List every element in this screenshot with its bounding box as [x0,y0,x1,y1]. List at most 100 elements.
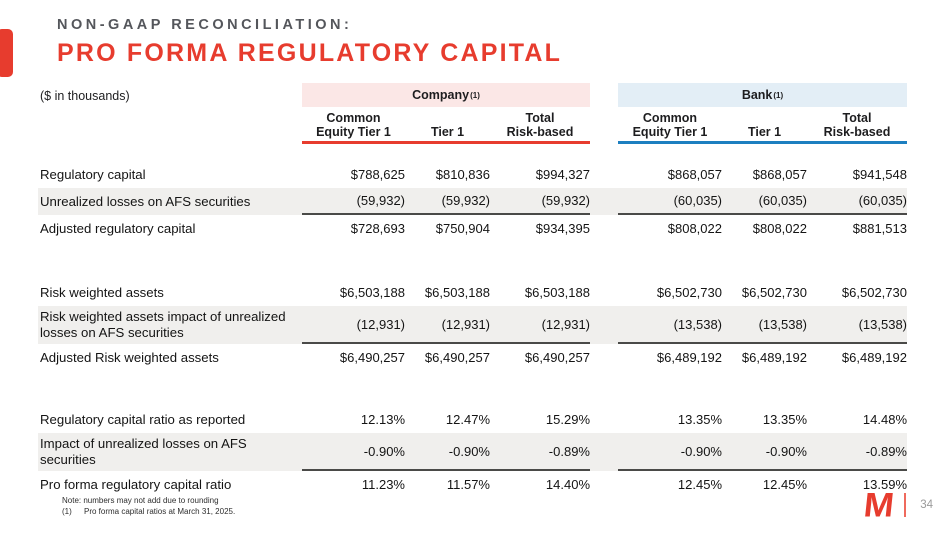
value-cell: $6,489,192 [741,350,807,365]
value-cell: $6,503,188 [339,285,405,300]
footnote-1: (1) Pro forma capital ratios at March 31,… [62,507,235,517]
value-cell: $6,489,192 [841,350,907,365]
value-cell: (60,035) [807,188,907,215]
value-cell: $6,502,730 [841,285,907,300]
col-header-company-tier1: Tier 1 [405,109,490,144]
brand-divider [904,493,907,517]
footnotes: Note: numbers may not add due to roundin… [62,496,235,517]
brand-block: M 34 [862,485,933,524]
value-cell: -0.90% [618,433,722,471]
section-spacer [38,242,907,279]
value-cell: (13,538) [807,306,907,344]
value-cell: 12.13% [360,412,405,427]
col-header-company-total: Total Risk-based [490,109,590,144]
table-row: Risk weighted assets impact of unrealize… [38,306,907,344]
row-label: Unrealized losses on AFS securities [40,193,251,209]
row-label: Adjusted regulatory capital [40,220,196,236]
section-spacer [38,371,907,406]
value-cell: 14.48% [862,412,907,427]
footnote-1-marker: (1) [62,507,72,516]
value-cell: (13,538) [722,306,807,344]
value-cell: $6,502,730 [656,285,722,300]
value-cell: $6,490,257 [424,350,490,365]
value-cell: $881,513 [852,221,907,236]
row-label: Regulatory capital ratio as reported [40,411,246,427]
column-header-row: Common Equity Tier 1 Tier 1 Total Risk-b… [38,109,907,144]
row-label: Impact of unrealized losses on AFS secur… [40,436,247,467]
title-block: NON-GAAP RECONCILIATION: PRO FORMA REGUL… [57,17,562,68]
value-cell: (60,035) [722,188,807,215]
value-cell: $6,490,257 [339,350,405,365]
value-cell: $6,490,257 [524,350,590,365]
value-cell: $994,327 [535,167,590,182]
bank-group-label: Bank [741,88,773,102]
table-row: Regulatory capital $788,625 $810,836 $99… [38,161,907,188]
page-title: PRO FORMA REGULATORY CAPITAL [57,39,563,67]
value-cell: (12,931) [405,306,490,344]
value-cell: $808,022 [667,221,722,236]
value-cell: $934,395 [535,221,590,236]
table-row: Regulatory capital ratio as reported 12.… [38,406,907,433]
bank-footnote-ref: (1) [773,90,784,100]
value-cell: (60,035) [618,188,722,215]
value-cell: -0.90% [722,433,807,471]
table-row: Adjusted regulatory capital $728,693 $75… [38,215,907,242]
col-header-company-cet1: Common Equity Tier 1 [302,109,405,144]
company-group-header: Company (1) [302,83,590,107]
bank-group-header: Bank (1) [618,83,907,107]
value-cell: -0.90% [302,433,405,471]
brand-logo-icon: M [862,485,895,524]
value-cell: $6,502,730 [741,285,807,300]
value-cell: 12.47% [445,412,490,427]
col-header-bank-tier1: Tier 1 [722,109,807,144]
table-row: Adjusted Risk weighted assets $6,490,257… [38,344,907,371]
value-cell: -0.89% [490,433,590,471]
slide-accent-tab [0,29,13,77]
value-cell: (12,931) [302,306,405,344]
value-cell: -0.90% [405,433,490,471]
table-row: Pro forma regulatory capital ratio 11.23… [38,471,907,498]
value-cell: $810,836 [435,167,490,182]
value-cell: (13,538) [618,306,722,344]
slide-eyebrow: NON-GAAP RECONCILIATION: [57,17,353,33]
value-cell: $808,022 [752,221,807,236]
row-label: Risk weighted assets impact of unrealize… [40,309,286,340]
col-header-bank-cet1: Common Equity Tier 1 [618,109,722,144]
footnote-1-text: Pro forma capital ratios at March 31, 20… [84,507,236,516]
row-label: Pro forma regulatory capital ratio [40,476,232,492]
table-row: Impact of unrealized losses on AFS secur… [38,433,907,471]
row-label: Risk weighted assets [40,284,164,300]
value-cell: 15.29% [545,412,590,427]
value-cell: 13.35% [762,412,807,427]
value-cell: (59,932) [490,188,590,215]
value-cell: -0.89% [807,433,907,471]
units-label: ($ in thousands) [40,89,130,103]
value-cell: $6,489,192 [656,350,722,365]
value-cell: 14.40% [545,477,590,492]
row-label: Regulatory capital [40,166,146,182]
row-label: Adjusted Risk weighted assets [40,349,219,365]
value-cell: $868,057 [667,167,722,182]
rounding-note: Note: numbers may not add due to roundin… [62,496,219,505]
company-group-label: Company [412,88,470,102]
page-number: 34 [920,499,933,511]
regulatory-capital-table: Company (1) Bank (1) Common Equity Tier 1 … [38,83,907,498]
table-body: Regulatory capital $788,625 $810,836 $99… [38,161,907,498]
value-cell: 13.35% [677,412,722,427]
company-footnote-ref: (1) [470,90,480,100]
value-cell: 11.57% [446,477,490,492]
value-cell: 12.45% [762,477,807,492]
value-cell: (59,932) [405,188,490,215]
value-cell: (12,931) [490,306,590,344]
value-cell: $750,904 [435,221,490,236]
value-cell: $941,548 [852,167,907,182]
value-cell: 11.23% [361,477,405,492]
group-header-row: Company (1) Bank (1) [38,83,907,107]
value-cell: $6,503,188 [524,285,590,300]
value-cell: 12.45% [677,477,722,492]
value-cell: $788,625 [350,167,405,182]
value-cell: 13.59% [862,477,907,492]
table-row: Unrealized losses on AFS securities (59,… [38,188,907,215]
value-cell: $868,057 [752,167,807,182]
value-cell: $6,503,188 [424,285,490,300]
